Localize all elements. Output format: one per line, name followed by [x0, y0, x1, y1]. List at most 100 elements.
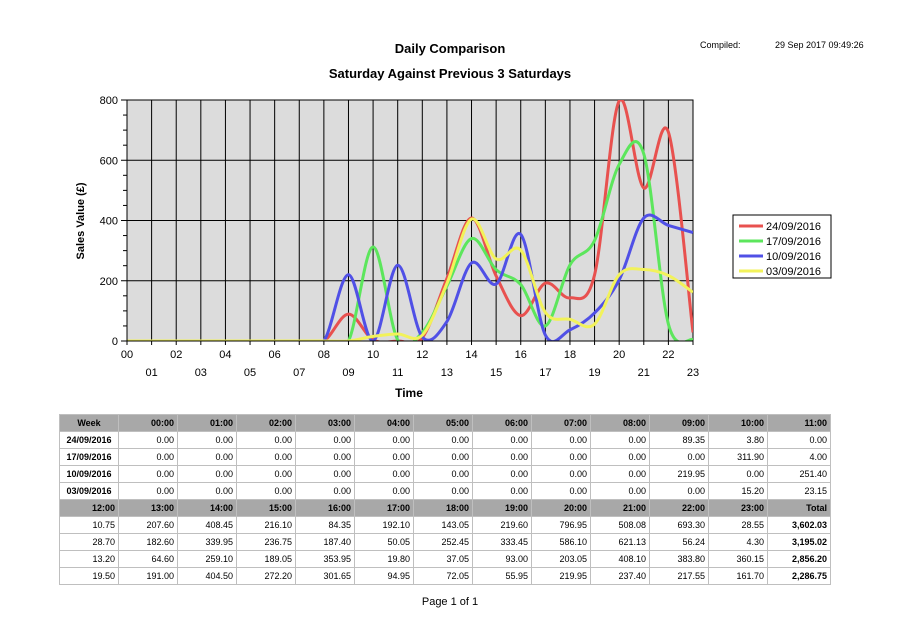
table-cell: 189.05	[236, 550, 296, 568]
table-row: 03/09/2016 0.00 0.00 0.00 0.00 0.00 0.00 0.00 0.…	[59, 482, 831, 500]
table-cell: 0.00	[354, 482, 414, 500]
table-cell: 0.00	[236, 431, 296, 449]
table-cell: 0.00	[236, 465, 296, 483]
table-cell: 55.95	[472, 567, 532, 585]
y-tick-label: 400	[100, 216, 118, 228]
table-cell: 16:00	[295, 499, 355, 517]
table-cell: 508.08	[590, 516, 650, 534]
table-cell: 84.35	[295, 516, 355, 534]
table-cell: 796.95	[531, 516, 591, 534]
table-cell: 0.00	[295, 448, 355, 466]
table-cell: 23:00	[708, 499, 768, 517]
table-cell: 0.00	[413, 482, 473, 500]
y-tick-label: 0	[112, 336, 118, 348]
table-cell: 0.00	[177, 448, 237, 466]
table-cell: 0.00	[354, 465, 414, 483]
table-cell: 03/09/2016	[59, 482, 119, 500]
table-cell: 0.00	[118, 465, 178, 483]
table-cell: 0.00	[295, 431, 355, 449]
table-row: 10.75 207.60 408.45 216.10 84.35 192.10 143.05…	[59, 516, 831, 534]
table-cell: 0.00	[649, 482, 709, 500]
table-cell: 22:00	[649, 499, 709, 517]
table-cell: 404.50	[177, 567, 237, 585]
y-tick-label: 200	[100, 276, 118, 288]
table-cell: 89.35	[649, 431, 709, 449]
table-cell: 353.95	[295, 550, 355, 568]
table-cell: 207.60	[118, 516, 178, 534]
table-cell: 0.00	[118, 431, 178, 449]
table-cell: 13:00	[118, 499, 178, 517]
table-cell: 252.45	[413, 533, 473, 551]
x-tick-label: 07	[293, 367, 305, 379]
table-cell: 0.00	[472, 448, 532, 466]
table-cell: 3.80	[708, 431, 768, 449]
table-cell: 05:00	[413, 414, 473, 432]
table-cell: 19.80	[354, 550, 414, 568]
table-cell: Week	[59, 414, 119, 432]
table-cell: 12:00	[59, 499, 119, 517]
table-cell: 14:00	[177, 499, 237, 517]
table-cell: 0.00	[767, 431, 831, 449]
table-cell: 64.60	[118, 550, 178, 568]
compiled-label: Compiled:	[700, 40, 741, 50]
table-cell: 0.00	[472, 431, 532, 449]
table-cell: 339.95	[177, 533, 237, 551]
x-tick-label: 01	[145, 367, 157, 379]
table-cell: 219.95	[649, 465, 709, 483]
table-cell: 237.40	[590, 567, 650, 585]
x-tick-label: 19	[588, 367, 600, 379]
table-cell: 19.50	[59, 567, 119, 585]
table-cell: 0.00	[590, 482, 650, 500]
table-cell: 236.75	[236, 533, 296, 551]
table-cell: 0.00	[531, 431, 591, 449]
sales-table: Week 00:00 01:00 02:00 03:00 04:00 05:00 06:00 0…	[59, 414, 831, 585]
table-row: 17/09/2016 0.00 0.00 0.00 0.00 0.00 0.00 0.00 0.…	[59, 448, 831, 466]
table-cell: 28.55	[708, 516, 768, 534]
table-cell: 28.70	[59, 533, 119, 551]
table-cell: 0.00	[177, 482, 237, 500]
table-cell: 219.95	[531, 567, 591, 585]
table-cell: 0.00	[590, 448, 650, 466]
table-cell: 251.40	[767, 465, 831, 483]
table-cell: 19:00	[472, 499, 532, 517]
table-cell: 0.00	[354, 448, 414, 466]
table-cell: 0.00	[177, 431, 237, 449]
sales-line-chart: 0 200 400 600 800 00 01 02 03 04 05 06 07 08 09 10 11 12 1…	[75, 95, 832, 400]
series-line	[127, 213, 693, 341]
table-cell: 0.00	[590, 431, 650, 449]
x-tick-label: 23	[687, 367, 699, 379]
x-tick-label: 22	[662, 349, 674, 361]
table-cell: 0.00	[177, 465, 237, 483]
table-cell: 216.10	[236, 516, 296, 534]
x-tick-label: 03	[195, 367, 207, 379]
table-cell: 37.05	[413, 550, 473, 568]
table-row: 24/09/2016 0.00 0.00 0.00 0.00 0.00 0.00 0.00 0.…	[59, 431, 831, 449]
x-tick-label: 10	[367, 349, 379, 361]
report-subtitle: Saturday Against Previous 3 Saturdays	[328, 66, 572, 81]
y-tick-label: 800	[100, 95, 118, 107]
table-cell: 360.15	[708, 550, 768, 568]
table-cell: 24/09/2016	[59, 431, 119, 449]
table-cell: 192.10	[354, 516, 414, 534]
table-cell: 0.00	[354, 431, 414, 449]
series-line	[127, 217, 693, 341]
legend-label: 10/09/2016	[766, 251, 821, 263]
table-cell: 2,856.20	[767, 550, 831, 568]
table-cell: 4.00	[767, 448, 831, 466]
table-cell: 21:00	[590, 499, 650, 517]
table-cell: 143.05	[413, 516, 473, 534]
table-cell: 3,195.02	[767, 533, 831, 551]
table-cell: 13.20	[59, 550, 119, 568]
table-cell: 191.00	[118, 567, 178, 585]
y-axis-label: Sales Value (£)	[75, 182, 87, 259]
table-cell: 17:00	[354, 499, 414, 517]
table-cell: 23.15	[767, 482, 831, 500]
x-tick-label: 16	[515, 349, 527, 361]
table-cell: 0.00	[472, 482, 532, 500]
x-tick-label: 20	[613, 349, 625, 361]
table-cell: 408.45	[177, 516, 237, 534]
page-indicator: Page 1 of 1	[421, 596, 479, 608]
x-axis-label: Time	[395, 386, 423, 400]
legend-label: 24/09/2016	[766, 221, 821, 233]
table-cell: 15.20	[708, 482, 768, 500]
